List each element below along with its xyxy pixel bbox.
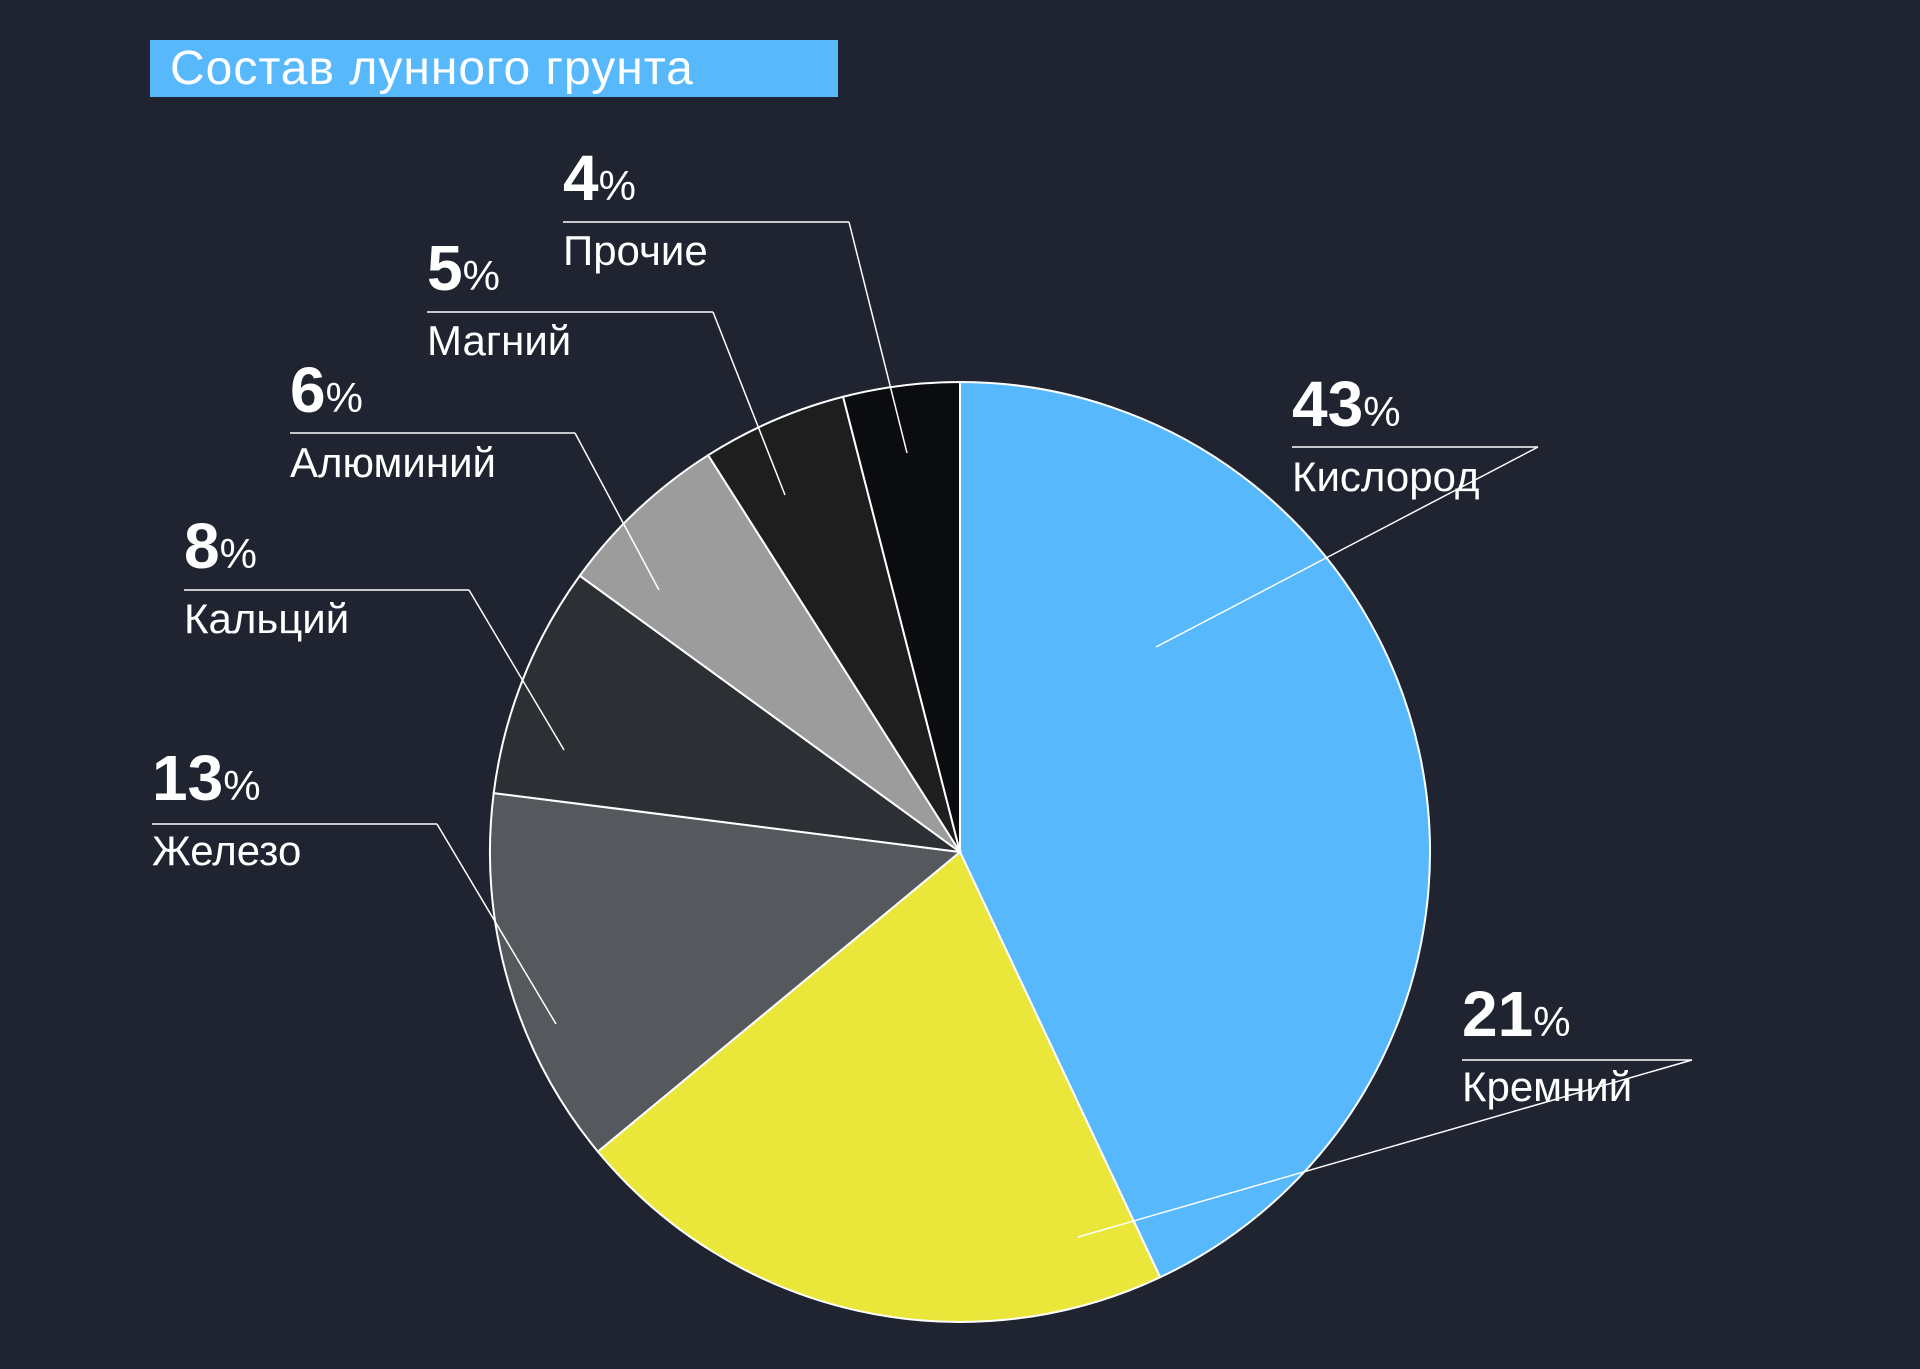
pie-slice (596, 850, 1162, 1323)
slice-value: 8 (184, 510, 220, 582)
percent-sign: % (1363, 388, 1401, 435)
leader-line (436, 823, 557, 1025)
pie-slice (706, 395, 961, 853)
slice-value-label: 21% (1462, 982, 1632, 1046)
slice-value-label: 13% (152, 746, 301, 810)
slice-name: Алюминий (290, 439, 497, 486)
slice-value: 21 (1462, 978, 1534, 1050)
pie-slice (489, 791, 963, 1153)
slice-label: 43% Кислород (1292, 372, 1480, 498)
percent-sign: % (1533, 998, 1571, 1045)
slice-value-label: 6% (290, 358, 496, 422)
pie-slice (492, 574, 961, 853)
slice-label: 8% Кальций (184, 514, 349, 640)
pie-slice (959, 380, 1431, 1279)
slice-label: 5% Магний (427, 236, 571, 362)
slice-name: Кремний (1462, 1063, 1633, 1110)
slice-label: 4% Прочие (563, 146, 708, 272)
leader-line (468, 589, 565, 751)
slice-label: 21% Кремний (1462, 982, 1632, 1108)
chart-title-background (150, 40, 838, 97)
percent-sign: % (325, 374, 363, 421)
slice-name: Кальций (184, 595, 350, 642)
slice-value: 13 (152, 742, 224, 814)
pie-slice (841, 380, 961, 853)
percent-sign: % (223, 762, 261, 809)
slice-value: 4 (563, 142, 599, 214)
slice-value-label: 43% (1292, 372, 1480, 436)
chart-title: Состав лунного грунта (170, 42, 694, 95)
leader-line (1155, 446, 1539, 648)
leader-line (712, 311, 786, 496)
slice-value-label: 4% (563, 146, 708, 210)
slice-value: 6 (290, 354, 326, 426)
slice-value: 5 (427, 232, 463, 304)
slice-value-label: 8% (184, 514, 349, 578)
slice-name: Магний (427, 317, 572, 364)
slice-name: Железо (152, 827, 302, 874)
slice-label: 13% Железо (152, 746, 301, 872)
slice-label: 6% Алюминий (290, 358, 496, 484)
percent-sign: % (462, 252, 500, 299)
pie-slice (578, 453, 961, 853)
percent-sign: % (219, 530, 257, 577)
slice-value: 43 (1292, 368, 1364, 440)
slice-name: Прочие (563, 227, 708, 274)
leader-line (574, 432, 660, 591)
slice-name: Кислород (1292, 453, 1480, 500)
percent-sign: % (598, 162, 636, 209)
slice-value-label: 5% (427, 236, 571, 300)
leader-line (848, 221, 908, 454)
leader-line (1077, 1059, 1693, 1238)
